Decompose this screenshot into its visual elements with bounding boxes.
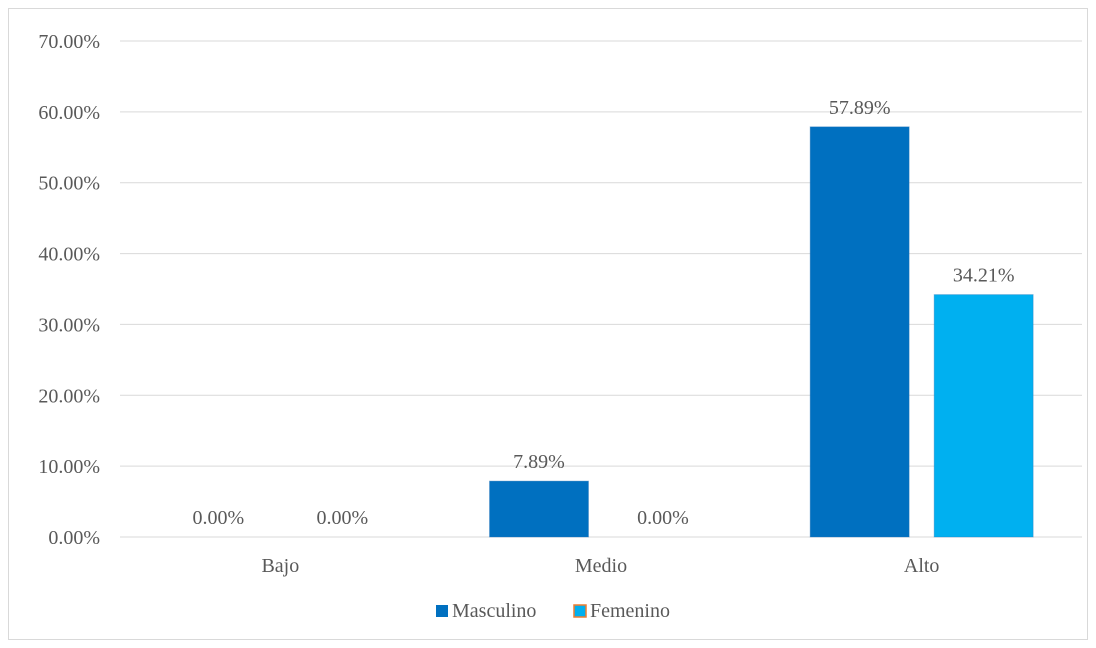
y-tick-label: 50.00% (38, 173, 100, 195)
y-tick-label: 40.00% (38, 244, 100, 266)
legend-swatch-femenino (573, 604, 587, 618)
y-tick-label: 10.00% (38, 456, 100, 478)
data-label: 7.89% (513, 451, 565, 473)
data-label: 0.00% (637, 507, 689, 529)
y-tick-label: 0.00% (48, 527, 100, 549)
legend-label-masculino: Masculino (452, 600, 536, 622)
y-tick-label: 20.00% (38, 385, 100, 407)
y-tick-label: 30.00% (38, 314, 100, 336)
y-tick-label: 70.00% (38, 31, 100, 53)
x-category-label: Bajo (261, 555, 299, 577)
legend-label-femenino: Femenino (590, 600, 670, 622)
y-tick-label: 60.00% (38, 102, 100, 124)
data-label: 34.21% (953, 265, 1015, 287)
bar-masculino-medio (489, 480, 589, 538)
data-label: 57.89% (829, 97, 891, 119)
legend-swatch-masculino (436, 605, 448, 617)
bar-femenino-alto (933, 294, 1034, 538)
data-label: 0.00% (316, 507, 368, 529)
x-category-label: Medio (575, 555, 627, 577)
x-category-label: Alto (904, 555, 940, 577)
bar-masculino-alto (809, 126, 910, 538)
data-label: 0.00% (192, 507, 244, 529)
